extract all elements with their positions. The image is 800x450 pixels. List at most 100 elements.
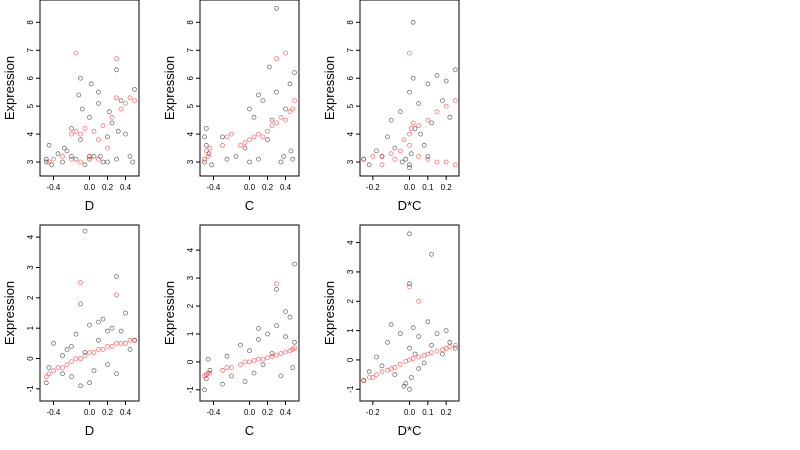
fitted-point <box>425 117 431 123</box>
observed-point <box>202 159 207 165</box>
fitted-point <box>434 348 440 354</box>
fitted-point <box>370 375 376 380</box>
fitted-point <box>87 153 92 159</box>
observed-point <box>447 339 453 345</box>
observed-point <box>407 162 412 168</box>
observed-point <box>220 134 225 140</box>
observed-point <box>247 159 252 165</box>
scatter-panel-5: -0.4 0.0 0.2 0.4 -1 0 1 2 3 4 C Expression <box>162 224 300 438</box>
fitted-point <box>123 340 128 346</box>
observed-point <box>61 145 67 151</box>
fitted-point <box>105 343 110 349</box>
observed-point <box>452 345 458 351</box>
observed-point <box>115 128 121 134</box>
fitted-point <box>283 117 288 123</box>
observed-point <box>43 159 49 165</box>
observed-point <box>374 148 379 154</box>
observed-point <box>209 162 215 168</box>
fitted-point <box>69 156 74 162</box>
fitted-point <box>278 114 284 120</box>
x-tick-label: -0.4 <box>47 183 61 192</box>
fitted-point <box>434 109 440 115</box>
observed-point <box>410 325 416 331</box>
observed-point <box>78 75 83 81</box>
observed-point <box>78 383 83 389</box>
fitted-point <box>114 56 119 62</box>
fitted-point <box>265 128 270 134</box>
observed-point <box>60 371 65 377</box>
fitted-point <box>51 156 56 162</box>
observed-point <box>440 98 445 103</box>
fitted-point <box>73 356 79 361</box>
observed-point <box>78 301 83 307</box>
fitted-point <box>260 134 266 140</box>
fitted-point <box>242 359 248 365</box>
y-tick-label: 3 <box>346 159 355 164</box>
y-tick-label: 8 <box>346 20 355 25</box>
observed-point <box>91 153 97 159</box>
observed-point <box>247 348 252 354</box>
observed-point <box>416 101 422 106</box>
observed-point <box>434 73 440 78</box>
observed-point <box>407 165 412 171</box>
fitted-point <box>238 362 243 368</box>
observed-point <box>269 117 275 123</box>
observed-point <box>278 373 284 379</box>
y-tick-label: 8 <box>186 20 195 25</box>
y-tick-label: 5 <box>186 103 195 108</box>
y-tick-label: 2 <box>346 298 355 303</box>
observed-point <box>447 114 453 120</box>
observed-point <box>385 339 390 345</box>
observed-point <box>425 81 431 87</box>
fitted-point <box>64 362 70 368</box>
y-axis-title: Expression <box>322 281 337 345</box>
observed-point <box>265 137 270 143</box>
fitted-point <box>238 142 243 148</box>
x-tick-label: -0.4 <box>207 408 221 417</box>
observed-point <box>274 5 279 11</box>
fitted-point <box>205 370 211 376</box>
observed-point <box>114 67 119 73</box>
x-tick-label: -0.2 <box>366 408 380 417</box>
x-tick-label: -0.4 <box>207 183 221 192</box>
observed-point <box>105 159 110 165</box>
y-tick-label: 6 <box>26 75 35 80</box>
observed-point <box>123 310 128 316</box>
observed-point <box>425 319 431 325</box>
observed-point <box>87 380 92 386</box>
observed-point <box>410 75 416 81</box>
plot-frame <box>199 0 300 177</box>
fitted-point <box>287 348 293 354</box>
scatter-panel-6: -0.2 0.0 0.1 0.2 -1 0 1 2 3 4 D*C Expression <box>322 224 460 438</box>
observed-point <box>203 142 209 148</box>
observed-point <box>397 109 403 115</box>
fitted-point <box>73 128 79 134</box>
x-axis-title: C <box>245 198 254 213</box>
scatter-panel-2: -0.4 0.0 0.2 0.4 3 4 5 6 7 8 C Expression <box>162 0 300 213</box>
fitted-point <box>127 337 133 343</box>
fitted-point <box>292 98 297 103</box>
observed-point <box>202 387 207 393</box>
y-tick-label: 4 <box>26 131 35 136</box>
observed-point <box>130 159 136 165</box>
observed-point <box>82 349 88 355</box>
fitted-point <box>60 153 65 159</box>
y-tick-label: 0 <box>186 359 195 364</box>
observed-point <box>256 156 261 162</box>
fitted-point <box>366 375 372 380</box>
fitted-point <box>256 131 261 137</box>
observed-point <box>100 159 106 165</box>
fitted-point <box>407 284 412 290</box>
observed-point <box>443 328 449 334</box>
observed-point <box>202 134 207 140</box>
observed-point <box>242 145 248 151</box>
observed-point <box>229 373 234 379</box>
fitted-point <box>397 148 403 154</box>
fitted-point <box>202 156 207 162</box>
fitted-point <box>452 162 458 168</box>
fitted-point <box>416 153 422 159</box>
fitted-point <box>287 109 293 115</box>
fitted-point <box>118 340 124 346</box>
x-axis-title: D <box>85 198 94 213</box>
fitted-point <box>290 106 296 112</box>
